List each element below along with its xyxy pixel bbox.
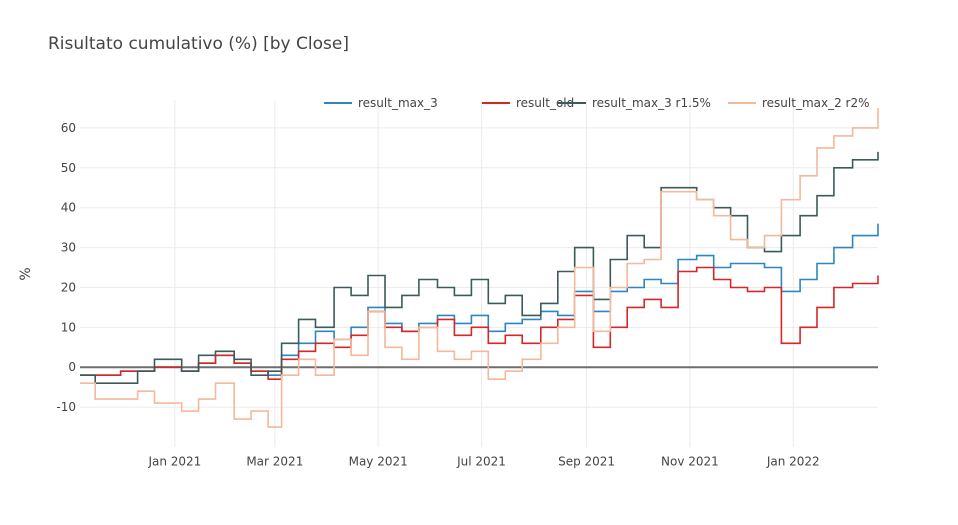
y-tick-label: 40 xyxy=(61,201,76,215)
y-tick-label: 20 xyxy=(61,280,76,294)
y-axis-title: % xyxy=(18,267,34,280)
x-tick-label: Mar 2021 xyxy=(246,455,303,469)
legend-item-2: result_old xyxy=(516,96,574,110)
x-tick-label: Sep 2021 xyxy=(558,455,615,469)
y-tick-label: -10 xyxy=(56,400,76,414)
chart-title: Risultato cumulativo (%) [by Close] xyxy=(48,34,349,54)
grid-lines xyxy=(80,100,878,447)
y-tick-label: 30 xyxy=(61,241,76,255)
legend: result_max_3 result_old result_max_3 r1.5%… xyxy=(324,96,870,110)
legend-item-1: result_max_3 xyxy=(358,96,438,110)
legend-item-3: result_max_3 r1.5% xyxy=(592,96,711,110)
y-tick-label: 50 xyxy=(61,161,76,175)
y-tick-label: 0 xyxy=(68,360,76,374)
y-tick-label: 10 xyxy=(61,320,76,334)
axes: -10 0 10 20 30 40 50 60 Jan 2021 Mar 2021 May 2021… xyxy=(56,121,878,469)
x-tick-label: Jan 2022 xyxy=(766,455,820,469)
x-tick-label: Jan 2021 xyxy=(147,455,201,469)
x-tick-label: May 2021 xyxy=(349,455,408,469)
series-line-1 xyxy=(80,223,879,376)
series-lines xyxy=(80,108,879,428)
x-tick-label: Nov 2021 xyxy=(661,455,719,469)
legend-item-4: result_max_2 r2% xyxy=(762,96,870,110)
x-tick-label: Jul 2021 xyxy=(456,455,506,469)
series-line-4 xyxy=(80,108,879,428)
series-line-3 xyxy=(80,151,879,384)
y-tick-label: 60 xyxy=(61,121,76,135)
series-line-2 xyxy=(80,266,879,380)
